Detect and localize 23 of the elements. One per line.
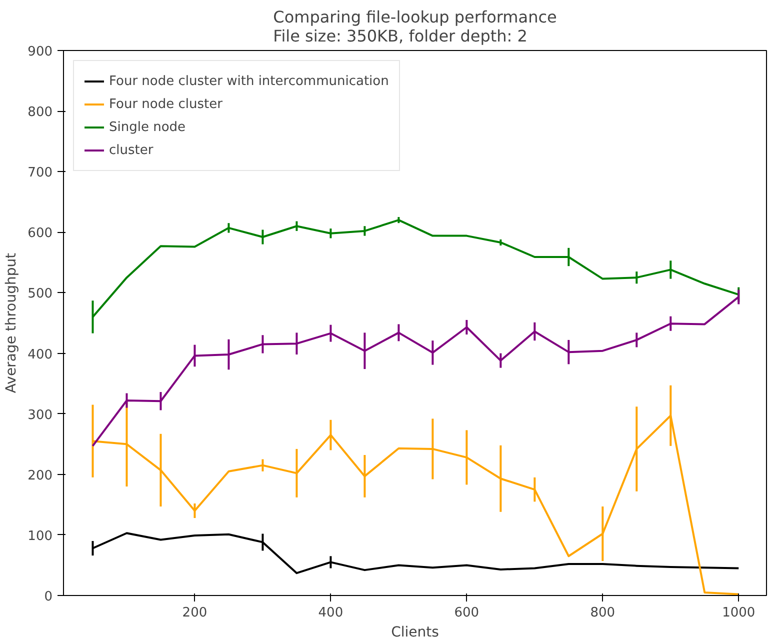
y-tick-label: 300 (28, 408, 53, 423)
y-tick-label: 100 (28, 528, 53, 544)
y-tick-label: 400 (28, 347, 53, 362)
x-axis-title: Clients (391, 624, 439, 640)
y-tick-label: 600 (28, 226, 53, 242)
legend-label: Four node cluster (109, 96, 222, 112)
y-tick-label: 900 (28, 44, 53, 60)
chart-title: Comparing file-lookup performance File size: 350KB, folder depth: 2 (273, 8, 557, 46)
x-tick-label: 200 (182, 606, 208, 620)
y-axis-title: Average throughput (4, 252, 20, 394)
x-tick-label: 1000 (722, 606, 756, 620)
x-tick-label: 600 (454, 606, 480, 620)
y-tick-label: 0 (44, 590, 53, 604)
y-tick-label: 500 (28, 286, 53, 302)
y-tick-label: 200 (28, 468, 53, 484)
y-tick-label: 800 (28, 105, 53, 120)
x-tick-label: 800 (590, 606, 616, 620)
y-tick-label: 700 (28, 166, 53, 181)
x-tick-label: 400 (318, 606, 344, 620)
legend-label: cluster (109, 142, 154, 158)
line-series (92, 532, 740, 574)
legend-label: Single node (109, 120, 186, 134)
legend-label: Four node cluster with intercommunication (109, 74, 389, 88)
